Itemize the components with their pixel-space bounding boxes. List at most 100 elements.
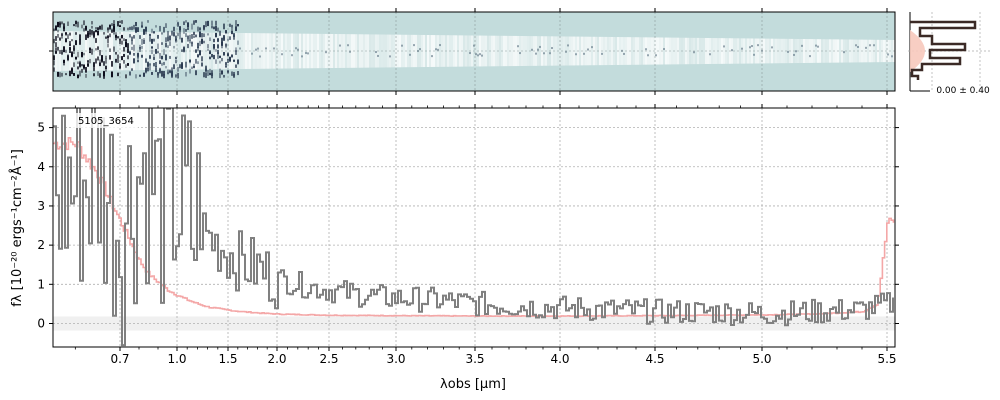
emission-pixel — [207, 33, 209, 36]
trace-pixel — [693, 51, 695, 54]
emission-pixel — [233, 34, 235, 40]
trace-column — [79, 31, 81, 71]
emission-pixel — [139, 44, 141, 49]
trace-column — [263, 33, 265, 69]
trace-column — [591, 36, 593, 66]
emission-pixel — [139, 35, 141, 39]
emission-pixel — [127, 48, 129, 53]
trace-pixel — [339, 44, 341, 47]
x-tick-label: 4.5 — [645, 352, 664, 366]
emission-pixel — [97, 30, 99, 36]
emission-pixel — [129, 26, 131, 30]
emission-pixel — [169, 35, 171, 41]
trace-column — [215, 32, 217, 70]
emission-pixel — [61, 21, 63, 25]
trace-column — [359, 34, 361, 68]
emission-pixel — [105, 55, 107, 59]
emission-pixel — [207, 20, 209, 27]
emission-pixel — [223, 36, 225, 40]
emission-pixel — [77, 51, 79, 58]
trace-column — [671, 37, 673, 65]
emission-pixel — [221, 70, 223, 75]
trace-column — [171, 32, 173, 70]
trace-column — [639, 37, 641, 65]
emission-pixel — [193, 63, 195, 68]
trace-column — [515, 35, 517, 67]
emission-pixel — [149, 63, 151, 66]
emission-pixel — [61, 32, 63, 36]
trace-column — [547, 36, 549, 66]
trace-pixel — [795, 50, 797, 53]
emission-pixel — [121, 56, 123, 61]
trace-column — [367, 34, 369, 68]
emission-pixel — [95, 38, 97, 43]
trace-pixel — [537, 48, 539, 51]
trace-column — [803, 39, 805, 63]
emission-pixel — [191, 34, 193, 39]
trace-column — [599, 36, 601, 66]
emission-pixel — [171, 70, 173, 77]
emission-pixel — [91, 29, 93, 36]
trace-pixel — [435, 48, 437, 51]
x-tick-labels: 0.7 1.0 1.5 2.0 2.5 3.0 3.5 4.0 4.5 5.0 5.5 — [110, 352, 896, 366]
trace-column — [563, 36, 565, 66]
emission-pixel — [211, 72, 213, 79]
emission-pixel — [143, 29, 145, 35]
emission-pixel — [201, 62, 203, 67]
trace-column — [287, 33, 289, 69]
emission-pixel — [225, 65, 227, 68]
emission-pixel — [145, 30, 147, 35]
emission-pixel — [229, 23, 231, 27]
trace-pixel — [389, 55, 391, 58]
emission-pixel — [137, 27, 139, 32]
trace-pixel — [623, 52, 625, 55]
emission-pixel — [213, 44, 215, 49]
emission-pixel — [193, 20, 195, 25]
plot-area — [53, 108, 895, 347]
trace-column — [651, 37, 653, 65]
trace-column — [727, 38, 729, 64]
emission-pixel — [199, 40, 201, 47]
trace-column — [703, 37, 705, 65]
emission-pixel — [217, 53, 219, 59]
emission-pixel — [231, 30, 233, 35]
emission-pixel — [123, 53, 125, 57]
trace-column — [583, 36, 585, 66]
trace-pixel — [749, 46, 751, 49]
main-ticks — [49, 104, 899, 351]
emission-pixel — [87, 30, 89, 37]
x-tick-label: 5.0 — [752, 352, 771, 366]
emission-pixel — [215, 20, 217, 26]
emission-pixel — [83, 20, 85, 26]
emission-pixel — [131, 46, 133, 50]
emission-pixel — [91, 30, 93, 34]
emission-pixel — [111, 71, 113, 78]
emission-pixel — [179, 64, 181, 69]
emission-pixel — [79, 34, 81, 40]
emission-pixel — [61, 34, 63, 39]
trace-column — [163, 32, 165, 70]
emission-pixel — [107, 37, 109, 44]
emission-pixel — [115, 51, 117, 55]
emission-pixel — [107, 43, 109, 48]
trace-column — [631, 37, 633, 65]
emission-pixel — [125, 64, 127, 68]
emission-pixel — [85, 27, 87, 31]
emission-pixel — [55, 51, 57, 54]
trace-column — [743, 38, 745, 64]
trace-column — [335, 34, 337, 68]
emission-pixel — [111, 29, 113, 33]
trace-pixel — [281, 53, 283, 56]
trace-column — [283, 33, 285, 69]
trace-column — [151, 32, 153, 70]
emission-pixel — [95, 58, 97, 64]
y-tick-label: 1 — [37, 277, 45, 291]
emission-pixel — [195, 20, 197, 23]
emission-pixel — [101, 55, 103, 60]
trace-pixel — [535, 52, 537, 55]
trace-column — [343, 34, 345, 68]
emission-pixel — [95, 30, 97, 33]
trace-column — [503, 35, 505, 67]
emission-pixel — [59, 37, 61, 41]
emission-pixel — [167, 30, 169, 37]
